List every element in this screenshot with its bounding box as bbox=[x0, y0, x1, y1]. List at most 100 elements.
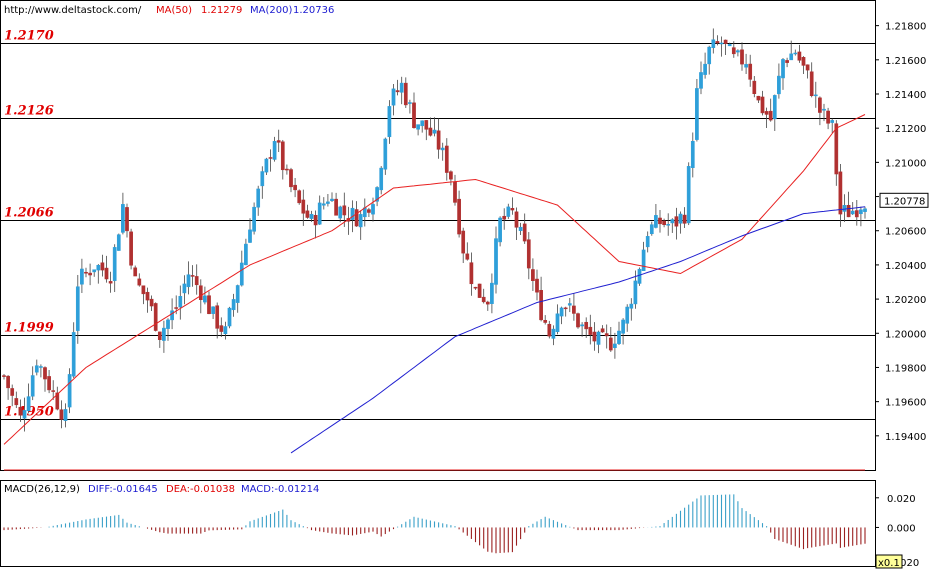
candle-body bbox=[789, 53, 794, 61]
candle-body bbox=[235, 285, 240, 303]
candle-body bbox=[248, 229, 252, 243]
candle-body bbox=[2, 375, 6, 377]
candle-body bbox=[395, 90, 400, 93]
candle-body bbox=[682, 214, 687, 224]
candle-body bbox=[47, 376, 51, 391]
candle-body bbox=[567, 303, 572, 306]
price-tick-label: 1.21400 bbox=[885, 90, 926, 101]
candle-body bbox=[654, 215, 658, 228]
candle-body bbox=[621, 319, 625, 334]
last-price-box bbox=[879, 192, 929, 208]
candle-body bbox=[662, 220, 666, 226]
candle-body bbox=[63, 409, 68, 421]
candle-body bbox=[276, 140, 281, 143]
candle-body bbox=[736, 50, 740, 53]
candle-body bbox=[387, 106, 392, 138]
candle-body bbox=[440, 147, 445, 151]
candle-body bbox=[551, 328, 556, 339]
candle-body bbox=[67, 374, 72, 408]
candle-body bbox=[699, 72, 703, 89]
candle-body bbox=[182, 283, 187, 294]
candle-body bbox=[690, 141, 695, 168]
candle-body bbox=[846, 204, 851, 218]
candle-body bbox=[772, 95, 777, 120]
price-axis: 1.218001.216001.214001.212001.210001.208… bbox=[875, 22, 929, 569]
candle-body bbox=[850, 210, 855, 215]
candle-body bbox=[317, 202, 322, 225]
candle-body bbox=[506, 206, 511, 217]
candle-body bbox=[797, 51, 802, 61]
candle-body bbox=[108, 281, 113, 284]
price-tick-label: 1.21800 bbox=[885, 22, 926, 33]
candle-body bbox=[444, 145, 449, 173]
candle-body bbox=[141, 285, 146, 295]
candle-body bbox=[309, 213, 314, 219]
candle-body bbox=[26, 396, 31, 412]
candle-body bbox=[22, 410, 27, 419]
candle-body bbox=[215, 305, 220, 329]
candle-body bbox=[145, 291, 150, 301]
candle-body bbox=[403, 82, 408, 106]
candle-body bbox=[645, 236, 650, 248]
candle-body bbox=[764, 111, 769, 115]
candle-body bbox=[174, 307, 179, 309]
candle-body bbox=[633, 280, 638, 305]
macd-tick-label: 0.000 bbox=[887, 523, 916, 534]
candle-body bbox=[572, 305, 576, 314]
candle-body bbox=[670, 219, 675, 224]
candle-body bbox=[768, 110, 773, 121]
candle-body bbox=[637, 268, 642, 284]
candle-body bbox=[424, 120, 429, 130]
price-tick-label: 1.19600 bbox=[885, 398, 926, 409]
candle-body bbox=[469, 262, 474, 285]
ma50-value: 1.21279 bbox=[201, 5, 242, 16]
candle-body bbox=[854, 210, 859, 218]
candle-body bbox=[695, 88, 699, 140]
candle-body bbox=[781, 59, 785, 79]
candle-body bbox=[211, 306, 215, 314]
candle-body bbox=[510, 208, 515, 211]
candle-body bbox=[367, 209, 371, 213]
candle-body bbox=[485, 301, 490, 305]
candle-body bbox=[334, 198, 338, 216]
candle-body bbox=[354, 209, 359, 227]
candle-body bbox=[75, 286, 80, 331]
candle-body bbox=[600, 328, 605, 333]
candle-body bbox=[198, 285, 203, 300]
candlesticks bbox=[2, 28, 867, 432]
candle-body bbox=[10, 388, 15, 396]
candle-body bbox=[830, 120, 835, 123]
candle-body bbox=[818, 97, 822, 113]
candle-body bbox=[625, 306, 630, 324]
macd-title: MACD(26,12,9) bbox=[4, 484, 80, 495]
candle-body bbox=[121, 204, 125, 233]
candle-body bbox=[219, 325, 224, 332]
candle-body bbox=[473, 286, 478, 289]
candle-body bbox=[461, 230, 466, 254]
candle-body bbox=[514, 211, 519, 228]
candle-body bbox=[613, 343, 617, 348]
candle-body bbox=[838, 171, 843, 215]
candle-body bbox=[420, 120, 425, 127]
candle-body bbox=[157, 331, 162, 340]
candle-body bbox=[358, 214, 363, 228]
candle-body bbox=[252, 206, 256, 232]
candle-body bbox=[34, 365, 39, 373]
candle-body bbox=[39, 366, 43, 368]
candle-body bbox=[71, 332, 76, 377]
ma200-line bbox=[290, 206, 866, 454]
candle-body bbox=[18, 406, 23, 416]
candle-body bbox=[498, 217, 502, 243]
candle-body bbox=[658, 217, 662, 225]
price-tick-label: 1.20200 bbox=[885, 295, 926, 306]
price-tick-label: 1.20000 bbox=[885, 329, 926, 340]
candle-body bbox=[629, 303, 634, 309]
candle-body bbox=[608, 337, 613, 351]
macd-value: MACD:-0.01214 bbox=[241, 484, 319, 495]
price-tick-label: 1.21200 bbox=[885, 124, 926, 135]
price-tick-label: 1.21600 bbox=[885, 56, 926, 67]
price-tick-label: 1.19800 bbox=[885, 363, 926, 374]
candle-body bbox=[785, 60, 789, 63]
candle-body bbox=[563, 307, 568, 310]
